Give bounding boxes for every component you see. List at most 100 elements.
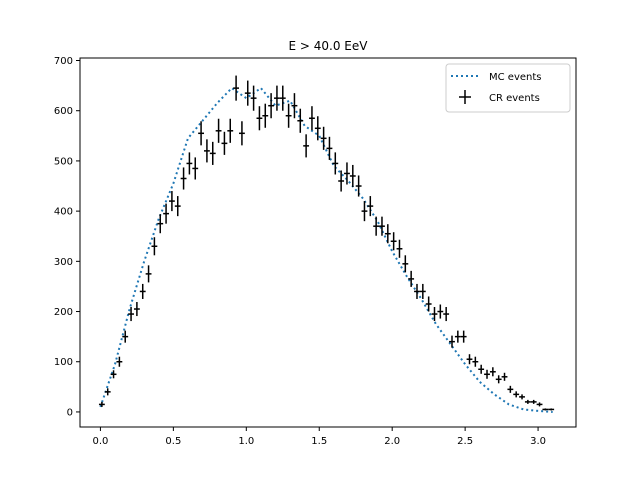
cr-point <box>262 103 269 128</box>
cr-point <box>133 301 140 317</box>
cr-point <box>274 85 280 111</box>
y-tick-label: 500 <box>54 156 73 167</box>
cr-point <box>390 232 397 251</box>
cr-point <box>460 330 467 343</box>
cr-point <box>449 335 455 348</box>
cr-point <box>320 126 327 150</box>
cr-point <box>425 296 432 312</box>
cr-point <box>472 356 479 367</box>
cr-point <box>250 85 257 111</box>
x-tick-label: 1.5 <box>311 436 327 447</box>
cr-point <box>361 201 368 222</box>
cr-point <box>513 391 520 398</box>
cr-point <box>122 330 129 343</box>
cr-point <box>349 164 356 188</box>
cr-point <box>530 399 537 404</box>
cr-point <box>454 330 461 343</box>
cr-point <box>151 237 158 256</box>
cr-point <box>180 167 187 190</box>
cr-point <box>484 369 490 379</box>
y-tick-label: 700 <box>54 56 73 67</box>
cr-point <box>104 388 111 396</box>
y-tick-label: 300 <box>54 257 73 268</box>
cr-point <box>168 191 175 212</box>
cr-point <box>110 370 117 379</box>
cr-point <box>198 121 204 146</box>
cr-point <box>507 385 514 393</box>
cr-point <box>192 157 199 180</box>
cr-point <box>355 175 362 197</box>
cr-point <box>309 106 315 131</box>
cr-point <box>145 265 152 283</box>
chart-title: E > 40.0 EeV <box>289 39 369 53</box>
cr-point <box>244 80 251 106</box>
cr-point <box>326 136 333 160</box>
cr-point <box>221 131 228 155</box>
cr-point <box>338 170 345 192</box>
y-tick-label: 200 <box>54 307 73 318</box>
cr-point <box>536 402 543 407</box>
cr-point <box>98 401 105 407</box>
cr-point <box>332 152 339 175</box>
cr-point <box>501 372 508 381</box>
cr-point <box>186 152 193 175</box>
legend-cr-label: CR events <box>489 93 540 104</box>
cr-point <box>384 224 391 244</box>
plot-frame <box>79 57 577 428</box>
cr-point <box>344 162 350 185</box>
cr-point <box>437 304 444 319</box>
legend: MC events CR events <box>445 63 571 113</box>
cr-point <box>414 283 420 299</box>
mc-events-line <box>99 87 553 413</box>
cr-point <box>215 118 222 143</box>
cr-point <box>239 121 245 146</box>
cr-point <box>297 108 304 133</box>
x-tick-label: 2.5 <box>457 436 473 447</box>
cr-point <box>174 196 181 217</box>
x-tick-label: 3.0 <box>530 436 546 447</box>
cr-point <box>139 283 146 299</box>
cr-point <box>431 307 438 322</box>
cr-point <box>379 216 385 236</box>
y-tick-label: 0 <box>67 407 73 418</box>
cr-point <box>291 93 298 119</box>
cr-point <box>396 239 403 258</box>
cr-point <box>204 139 210 163</box>
legend-mc-label: MC events <box>489 72 541 83</box>
cr-point <box>478 364 485 374</box>
cr-point <box>163 203 169 224</box>
cr-point <box>227 118 234 143</box>
cr-point <box>157 214 164 234</box>
cr-point <box>466 354 473 365</box>
y-tick-label: 400 <box>54 207 73 218</box>
cr-point <box>367 196 374 217</box>
x-tick-label: 1.0 <box>238 436 254 447</box>
cr-point <box>524 399 531 404</box>
cr-point <box>128 307 134 322</box>
x-axis: 0.0 0.5 1.0 1.5 2.0 2.5 3.0 <box>92 427 546 447</box>
y-axis: 0 100 200 300 400 500 600 700 <box>54 56 80 418</box>
cr-point <box>209 141 216 165</box>
cr-point <box>408 270 415 287</box>
cr-point <box>542 408 549 411</box>
y-tick-label: 600 <box>54 106 73 117</box>
cr-point <box>233 75 240 101</box>
cr-point <box>256 106 263 131</box>
cr-point <box>443 307 450 322</box>
mc-series <box>99 87 553 413</box>
cr-point <box>419 283 426 299</box>
cr-point <box>285 103 292 128</box>
x-tick-label: 2.0 <box>384 436 400 447</box>
cr-point <box>373 216 380 236</box>
cr-point <box>279 85 286 111</box>
y-tick-label: 100 <box>54 357 73 368</box>
cr-point <box>303 134 310 158</box>
cr-point <box>268 93 275 119</box>
cr-series <box>98 75 555 411</box>
x-tick-label: 0.5 <box>165 436 181 447</box>
cr-point <box>402 255 409 273</box>
cr-point <box>548 408 555 411</box>
cr-point <box>314 116 321 141</box>
x-tick-label: 0.0 <box>92 436 108 447</box>
